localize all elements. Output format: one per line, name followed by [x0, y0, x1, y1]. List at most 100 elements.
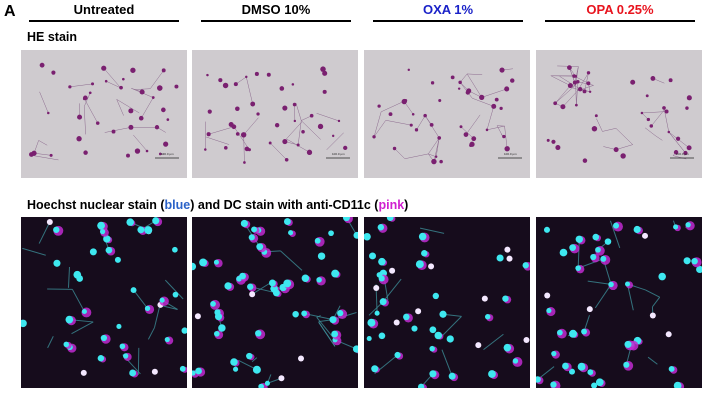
nucleus [128, 124, 134, 130]
fiber [103, 68, 121, 89]
nucleus [667, 130, 671, 134]
nucleus [317, 252, 326, 260]
nucleus [372, 135, 376, 139]
nucleus [301, 310, 308, 317]
nucleus [213, 259, 219, 265]
nucleus [247, 283, 254, 290]
nucleus [192, 262, 197, 271]
nucleus [459, 125, 463, 129]
nucleus [569, 244, 577, 251]
nucleus [204, 148, 207, 151]
nucleus [230, 358, 238, 366]
fiber [419, 227, 445, 234]
nucleus [138, 115, 144, 121]
nucleus [161, 68, 166, 73]
nucleus [575, 265, 581, 271]
nucleus [429, 345, 435, 352]
nucleus [457, 87, 461, 90]
nucleus [268, 141, 272, 145]
fiber [575, 85, 577, 106]
nucleus [506, 255, 513, 262]
nucleus [329, 316, 337, 324]
fiber [668, 131, 686, 154]
nucleus [244, 146, 250, 152]
nucleus [668, 78, 673, 83]
fiber [433, 137, 440, 162]
nucleus [504, 246, 511, 253]
label-part: blue [164, 198, 191, 212]
fiber [133, 289, 148, 309]
fiber [71, 321, 94, 335]
nucleus [274, 122, 280, 128]
nucleus [630, 79, 636, 85]
fiber [116, 99, 140, 114]
nucleus [76, 136, 82, 142]
fiber [441, 316, 462, 337]
nucleus [103, 235, 111, 243]
nucleus [46, 219, 53, 226]
nucleus [591, 126, 598, 132]
nucleus [432, 292, 439, 300]
nucleus [685, 222, 691, 228]
nucleus [488, 370, 496, 378]
nucleus [376, 272, 383, 278]
nucleus [645, 94, 649, 98]
nucleus [316, 277, 322, 283]
nucleus [407, 68, 410, 72]
nucleus [82, 97, 86, 101]
nucleus [429, 326, 437, 334]
fiber [106, 80, 121, 89]
fiber [562, 90, 578, 107]
nucleus [434, 155, 438, 159]
nucleus [557, 329, 563, 336]
nucleus [353, 231, 358, 239]
fiber [141, 97, 154, 119]
nucleus [288, 230, 294, 236]
nucleus [582, 89, 587, 94]
image-bg [192, 217, 358, 388]
nucleus [378, 332, 386, 340]
fiber [424, 115, 440, 139]
nucleus [81, 308, 87, 315]
nucleus [128, 108, 134, 114]
nucleus [448, 372, 456, 380]
nucleus [428, 263, 435, 270]
fiber [616, 144, 633, 150]
nucleus [409, 123, 413, 127]
label-part: Hoechst nuclear stain ( [27, 198, 165, 212]
fiber [233, 126, 250, 150]
nucleus [367, 318, 376, 327]
nucleus [206, 73, 209, 77]
nucleus [624, 281, 631, 287]
nucleus [331, 330, 339, 338]
nucleus [604, 238, 612, 245]
nucleus [499, 67, 505, 73]
nucleus [139, 89, 145, 95]
nucleus [536, 376, 541, 383]
fiber [465, 114, 481, 135]
nucleus [264, 380, 270, 386]
nucleus [317, 123, 324, 130]
nucleus [567, 83, 573, 89]
nucleus [544, 292, 551, 299]
nucleus [31, 150, 37, 156]
fiber [404, 153, 429, 159]
fiber [84, 98, 98, 124]
he-image: 100.0 µm [536, 50, 702, 178]
nucleus [63, 341, 70, 348]
nucleus [567, 65, 572, 70]
nucleus [469, 141, 475, 147]
nucleus [575, 235, 583, 243]
fiber [373, 111, 382, 137]
nucleus [673, 150, 679, 155]
nucleus [404, 99, 408, 103]
nucleus [172, 246, 178, 253]
nucleus [95, 121, 100, 125]
nucleus [301, 274, 310, 283]
nucleus [174, 84, 179, 89]
nucleus [623, 361, 630, 368]
nucleus [429, 123, 434, 127]
nucleus [111, 129, 116, 134]
nucleus [163, 141, 169, 147]
nucleus [252, 365, 261, 374]
